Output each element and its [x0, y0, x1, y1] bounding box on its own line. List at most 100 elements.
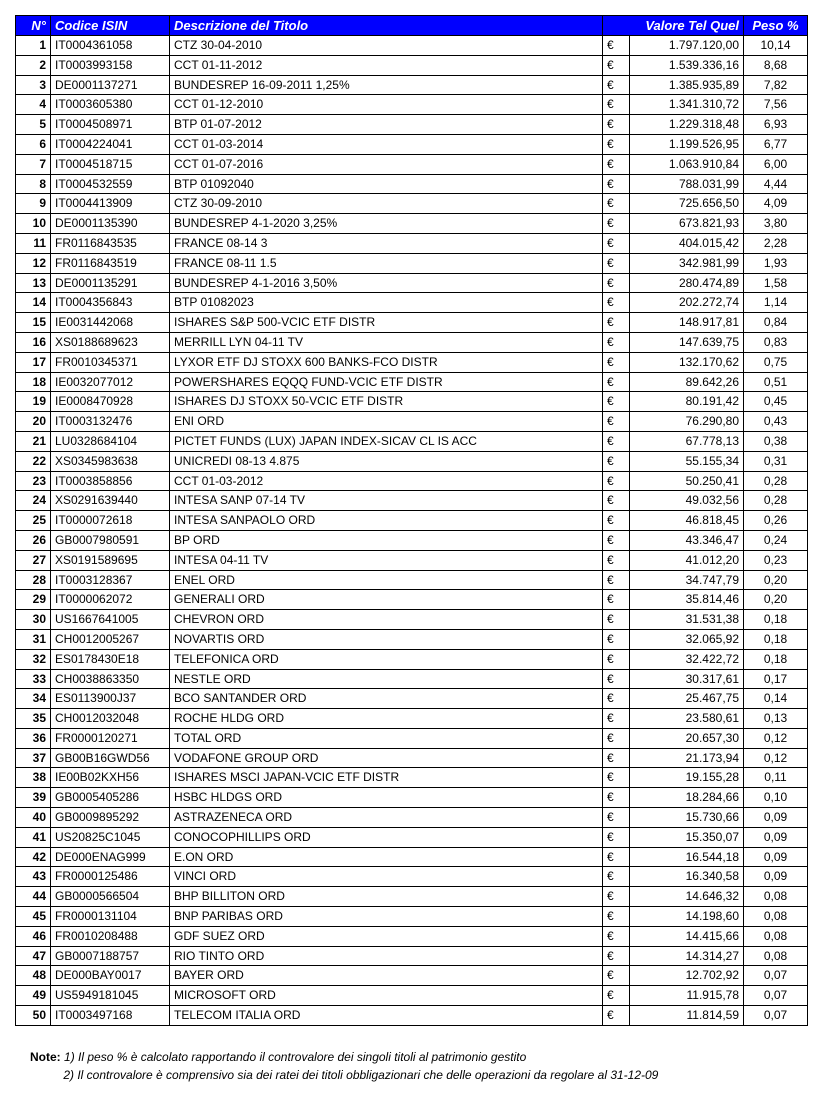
- cell-currency: €: [603, 431, 630, 451]
- cell-val: 1.539.336,16: [630, 55, 744, 75]
- cell-desc: CTZ 30-04-2010: [170, 36, 603, 56]
- cell-n: 3: [16, 75, 51, 95]
- table-row: 25IT0000072618INTESA SANPAOLO ORD€46.818…: [16, 511, 808, 531]
- cell-val: 21.173,94: [630, 748, 744, 768]
- cell-peso: 0,12: [744, 748, 808, 768]
- cell-desc: CCT 01-03-2014: [170, 134, 603, 154]
- header-desc: Descrizione del Titolo: [170, 16, 603, 36]
- cell-isin: FR0116843519: [51, 253, 170, 273]
- table-row: 9IT0004413909CTZ 30-09-2010€725.656,504,…: [16, 194, 808, 214]
- cell-peso: 2,28: [744, 233, 808, 253]
- cell-isin: IT0000062072: [51, 590, 170, 610]
- cell-isin: US5949181045: [51, 986, 170, 1006]
- cell-currency: €: [603, 1006, 630, 1026]
- cell-peso: 0,31: [744, 451, 808, 471]
- cell-n: 11: [16, 233, 51, 253]
- cell-val: 12.702,92: [630, 966, 744, 986]
- cell-currency: €: [603, 392, 630, 412]
- cell-currency: €: [603, 511, 630, 531]
- cell-val: 147.639,75: [630, 332, 744, 352]
- cell-currency: €: [603, 214, 630, 234]
- cell-n: 9: [16, 194, 51, 214]
- cell-currency: €: [603, 709, 630, 729]
- cell-peso: 0,26: [744, 511, 808, 531]
- cell-n: 26: [16, 530, 51, 550]
- table-row: 3DE0001137271BUNDESREP 16-09-2011 1,25%€…: [16, 75, 808, 95]
- table-row: 4IT0003605380CCT 01-12-2010€1.341.310,72…: [16, 95, 808, 115]
- table-row: 36FR0000120271TOTAL ORD€20.657,300,12: [16, 728, 808, 748]
- cell-peso: 6,93: [744, 115, 808, 135]
- cell-desc: BNP PARIBAS ORD: [170, 907, 603, 927]
- cell-n: 4: [16, 95, 51, 115]
- table-row: 22XS0345983638UNICREDI 08-13 4.875€55.15…: [16, 451, 808, 471]
- cell-currency: €: [603, 95, 630, 115]
- cell-val: 404.015,42: [630, 233, 744, 253]
- cell-peso: 0,18: [744, 629, 808, 649]
- cell-peso: 8,68: [744, 55, 808, 75]
- cell-currency: €: [603, 154, 630, 174]
- cell-isin: US1667641005: [51, 610, 170, 630]
- cell-desc: CCT 01-07-2016: [170, 154, 603, 174]
- cell-isin: GB00B16GWD56: [51, 748, 170, 768]
- table-row: 46FR0010208488GDF SUEZ ORD€14.415,660,08: [16, 926, 808, 946]
- cell-peso: 0,43: [744, 412, 808, 432]
- cell-peso: 4,09: [744, 194, 808, 214]
- cell-val: 67.778,13: [630, 431, 744, 451]
- cell-val: 16.340,58: [630, 867, 744, 887]
- cell-n: 15: [16, 313, 51, 333]
- cell-val: 14.198,60: [630, 907, 744, 927]
- cell-val: 11.814,59: [630, 1006, 744, 1026]
- cell-desc: BUNDESREP 4-1-2020 3,25%: [170, 214, 603, 234]
- cell-n: 16: [16, 332, 51, 352]
- cell-isin: IT0004518715: [51, 154, 170, 174]
- cell-val: 23.580,61: [630, 709, 744, 729]
- cell-currency: €: [603, 649, 630, 669]
- cell-val: 34.747,79: [630, 570, 744, 590]
- cell-isin: IT0004361058: [51, 36, 170, 56]
- cell-val: 15.350,07: [630, 827, 744, 847]
- cell-n: 46: [16, 926, 51, 946]
- cell-currency: €: [603, 293, 630, 313]
- cell-currency: €: [603, 610, 630, 630]
- cell-peso: 0,09: [744, 808, 808, 828]
- cell-n: 41: [16, 827, 51, 847]
- table-row: 5IT0004508971BTP 01-07-2012€1.229.318,48…: [16, 115, 808, 135]
- cell-isin: IE0031442068: [51, 313, 170, 333]
- cell-desc: CCT 01-11-2012: [170, 55, 603, 75]
- table-row: 1IT0004361058CTZ 30-04-2010€1.797.120,00…: [16, 36, 808, 56]
- cell-peso: 0,28: [744, 491, 808, 511]
- cell-peso: 6,00: [744, 154, 808, 174]
- cell-n: 14: [16, 293, 51, 313]
- cell-val: 1.385.935,89: [630, 75, 744, 95]
- cell-peso: 0,09: [744, 867, 808, 887]
- table-row: 20IT0003132476ENI ORD€76.290,800,43: [16, 412, 808, 432]
- table-row: 24XS0291639440INTESA SANP 07-14 TV€49.03…: [16, 491, 808, 511]
- cell-val: 46.818,45: [630, 511, 744, 531]
- table-row: 21LU0328684104PICTET FUNDS (LUX) JAPAN I…: [16, 431, 808, 451]
- cell-currency: €: [603, 233, 630, 253]
- cell-isin: IT0004413909: [51, 194, 170, 214]
- table-row: 28IT0003128367ENEL ORD€34.747,790,20: [16, 570, 808, 590]
- cell-desc: INTESA 04-11 TV: [170, 550, 603, 570]
- table-row: 7IT0004518715CCT 01-07-2016€1.063.910,84…: [16, 154, 808, 174]
- cell-isin: IT0003605380: [51, 95, 170, 115]
- cell-desc: CONOCOPHILLIPS ORD: [170, 827, 603, 847]
- cell-currency: €: [603, 808, 630, 828]
- cell-currency: €: [603, 134, 630, 154]
- cell-val: 16.544,18: [630, 847, 744, 867]
- cell-peso: 0,07: [744, 966, 808, 986]
- cell-n: 20: [16, 412, 51, 432]
- cell-currency: €: [603, 253, 630, 273]
- cell-isin: CH0012005267: [51, 629, 170, 649]
- table-row: 10DE0001135390BUNDESREP 4-1-2020 3,25%€6…: [16, 214, 808, 234]
- table-row: 19IE0008470928ISHARES DJ STOXX 50-VCIC E…: [16, 392, 808, 412]
- cell-n: 31: [16, 629, 51, 649]
- cell-desc: E.ON ORD: [170, 847, 603, 867]
- cell-peso: 0,51: [744, 372, 808, 392]
- cell-currency: €: [603, 946, 630, 966]
- cell-currency: €: [603, 75, 630, 95]
- header-isin: Codice ISIN: [51, 16, 170, 36]
- cell-desc: CCT 01-12-2010: [170, 95, 603, 115]
- cell-n: 10: [16, 214, 51, 234]
- table-row: 23IT0003858856CCT 01-03-2012€50.250,410,…: [16, 471, 808, 491]
